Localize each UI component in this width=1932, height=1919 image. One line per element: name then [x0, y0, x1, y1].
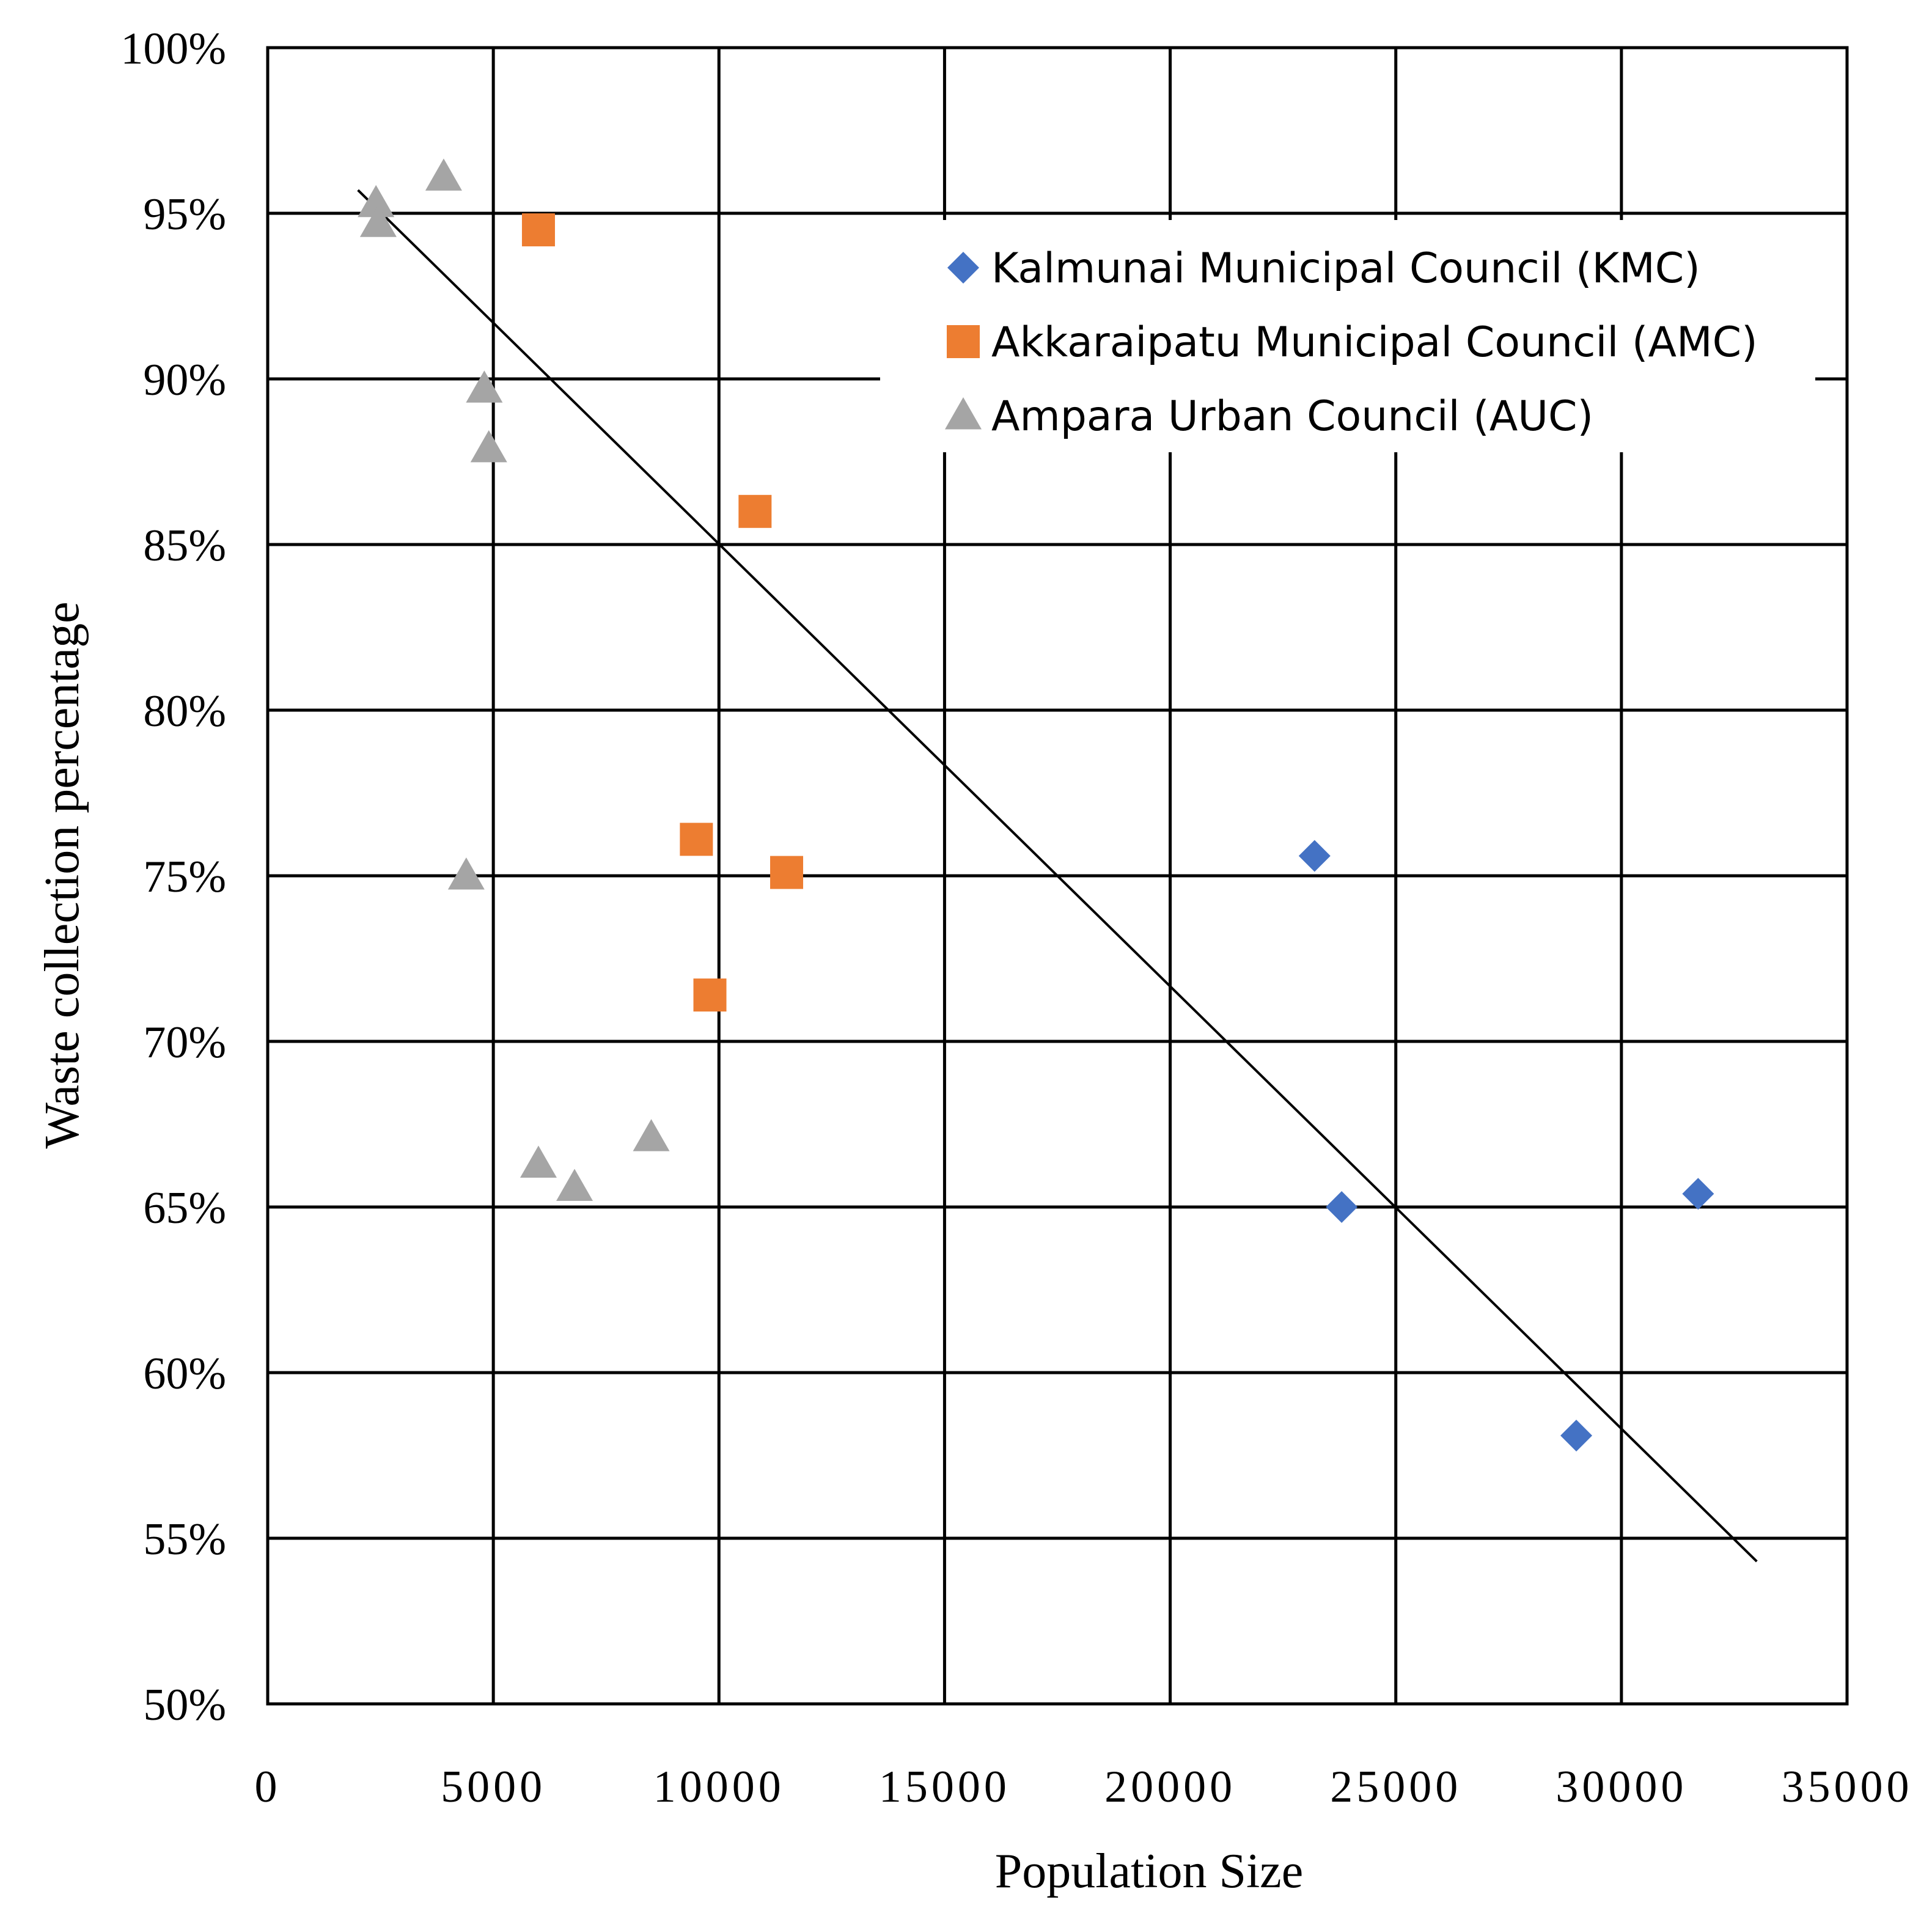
y-tick-label: 65%	[143, 1183, 226, 1233]
plot-area-frame	[266, 46, 1849, 1706]
y-tick-label: 60%	[143, 1349, 226, 1399]
x-tick-label: 10000	[653, 1762, 785, 1812]
y-tick-label: 90%	[143, 355, 226, 405]
x-tick-label: 20000	[1104, 1762, 1236, 1812]
data-point-auc	[520, 1145, 557, 1178]
legend-marker	[947, 252, 979, 284]
x-tick-label: 25000	[1330, 1762, 1461, 1812]
data-point-auc	[470, 430, 507, 463]
x-tick-label: 30000	[1556, 1762, 1687, 1812]
legend-marker	[945, 397, 982, 430]
y-tick-label: 85%	[143, 521, 226, 571]
y-tick-label: 100%	[120, 24, 226, 74]
y-tick-label: 55%	[143, 1514, 226, 1565]
legend-marker	[947, 325, 980, 358]
data-point-auc	[447, 857, 485, 890]
data-point-amc	[770, 856, 804, 889]
data-point-auc	[359, 205, 397, 237]
legend: Kalmunai Municipal Council (KMC) Akkaraip…	[880, 220, 1815, 452]
data-point-auc	[466, 370, 503, 403]
data-point-kmc	[1682, 1178, 1714, 1210]
data-point-auc	[633, 1119, 670, 1151]
legend-label: Akkaraipatu Municipal Council (AMC)	[991, 318, 1758, 367]
y-tick-label: 95%	[143, 189, 226, 240]
y-axis-title: Waste collection percentage	[35, 601, 89, 1148]
y-tick-label: 80%	[143, 686, 226, 736]
x-axis-title: Population Size	[995, 1844, 1303, 1898]
x-tick-label: 5000	[441, 1762, 546, 1812]
y-tick-label: 70%	[143, 1018, 226, 1068]
legend-label: Kalmunai Municipal Council (KMC)	[991, 244, 1700, 293]
x-tick-label: 35000	[1782, 1762, 1913, 1812]
data-points	[358, 158, 1714, 1451]
data-point-amc	[738, 494, 772, 528]
data-point-kmc	[1298, 840, 1331, 872]
x-tick-label: 15000	[879, 1762, 1010, 1812]
trendline	[357, 189, 1758, 1563]
legend-label: Ampara Urban Council (AUC)	[991, 392, 1593, 441]
data-point-auc	[556, 1169, 593, 1201]
data-point-amc	[680, 823, 713, 856]
x-axis-tick-labels: 0 5000 10000 15000 20000 25000 30000 35000	[255, 1762, 1913, 1812]
y-tick-label: 50%	[143, 1680, 226, 1730]
data-point-auc	[425, 158, 462, 191]
data-point-amc	[693, 978, 727, 1012]
data-point-kmc	[1560, 1419, 1593, 1451]
x-tick-label: 0	[255, 1762, 281, 1812]
data-point-auc	[358, 185, 395, 218]
y-tick-label: 75%	[143, 852, 226, 902]
trendline-group	[357, 189, 1758, 1563]
data-point-kmc	[1326, 1191, 1358, 1223]
legend-box	[880, 220, 1815, 452]
y-axis-tick-labels: 50% 55% 60% 65% 70% 75% 80% 85% 90% 95% 100%	[120, 24, 226, 1730]
data-point-amc	[521, 213, 555, 247]
